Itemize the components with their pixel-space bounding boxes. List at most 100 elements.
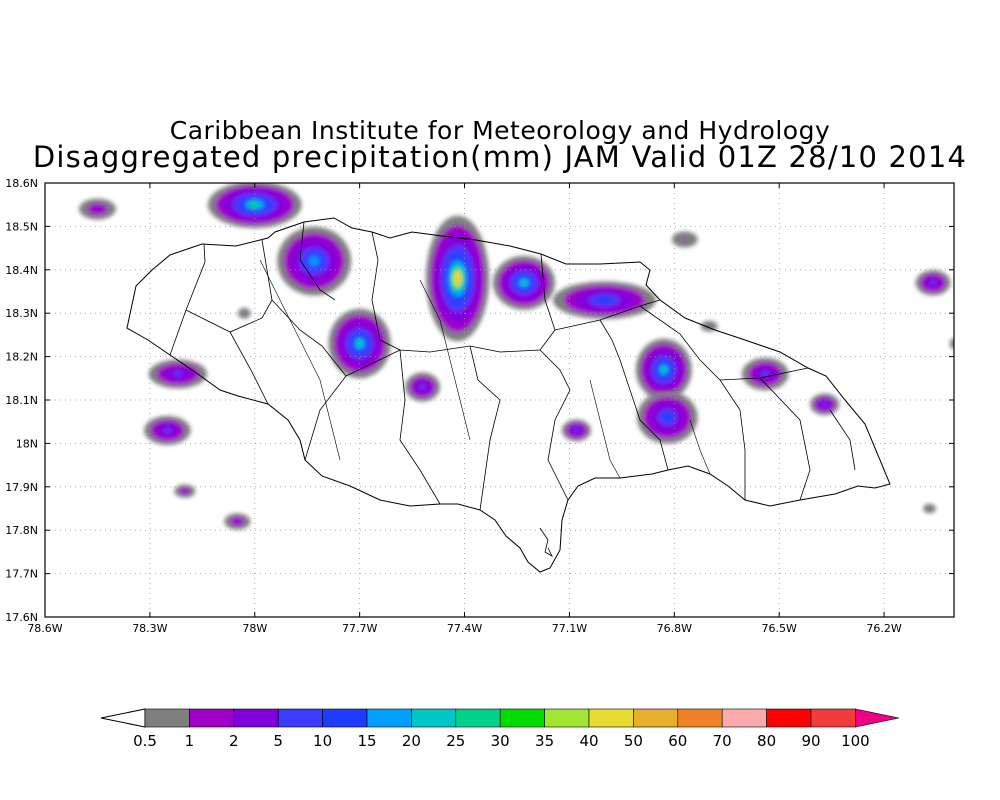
colorbar-label: 70 (713, 732, 732, 750)
colorbar-label: 90 (801, 732, 820, 750)
precip-contour (34, 247, 43, 258)
lat-tick-label: 18.5N (5, 220, 38, 233)
colorbar-swatch (721, 708, 767, 728)
colorbar-swatch (366, 708, 412, 728)
colorbar-label: 2 (229, 732, 239, 750)
colorbar: 0.5 1 2 5 10 15 20 25 30 35 40 50 60 70 80 90 100 (100, 708, 900, 750)
precip-cell (923, 503, 936, 514)
colorbar-swatch (144, 708, 190, 728)
colorbar-label: 15 (357, 732, 376, 750)
colorbar-over-arrow (855, 708, 900, 728)
precip-cell (224, 513, 251, 530)
precip-cell (700, 320, 718, 332)
precip-contour (248, 201, 262, 208)
colorbar-label: 25 (446, 732, 465, 750)
precipitation-field (34, 183, 954, 530)
colorbar-swatch (277, 708, 323, 728)
lat-tick-label: 18.6N (5, 177, 38, 190)
lat-tick-label: 18.1N (5, 394, 38, 407)
precip-cell (635, 338, 692, 401)
precip-cell (492, 255, 556, 310)
precip-cell (174, 484, 196, 498)
precip-contour (309, 256, 320, 266)
colorbar-label: 1 (185, 732, 195, 750)
precip-contour (183, 490, 187, 493)
jamaica-coastline (126, 217, 891, 573)
precip-contour (597, 297, 612, 303)
colorbar-label: 40 (579, 732, 598, 750)
colorbar-swatch (455, 708, 501, 728)
lat-tick-label: 18N (16, 437, 38, 450)
precip-contour (173, 371, 183, 377)
portland-point (539, 527, 553, 558)
precip-contour (663, 413, 672, 422)
precip-contour (682, 237, 688, 241)
colorbar-label: 5 (273, 732, 283, 750)
map-title: Caribbean Institute for Meteorology and … (169, 116, 831, 145)
lon-tick-label: 77.7W (342, 622, 377, 635)
lat-tick-label: 17.7N (5, 568, 38, 581)
colorbar-swatch (233, 708, 279, 728)
precip-contour (94, 207, 101, 211)
colorbar-under-arrow (100, 708, 146, 728)
colorbar-label: 35 (535, 732, 554, 750)
jamaica-outline (126, 217, 891, 573)
longitude-axis: 78.6W 78.3W 78W 77.7W 77.4W 77.1W 76.8W 76.5W 76… (27, 183, 902, 635)
precip-contour (928, 507, 931, 510)
lon-tick-label: 78.6W (27, 622, 62, 635)
precip-cell (34, 247, 43, 258)
colorbar-label: 60 (668, 732, 687, 750)
precip-cell (405, 372, 441, 402)
precip-contour (519, 279, 529, 287)
precip-contour (822, 402, 827, 406)
rivers (259, 259, 711, 479)
colorbar-label: 0.5 (133, 732, 157, 750)
precip-contour (420, 384, 426, 390)
colorbar-swatch (499, 708, 545, 728)
lon-tick-label: 77.1W (552, 622, 587, 635)
latitude-axis: 18.6N 18.5N 18.4N 18.3N 18.2N 18.1N 18N 17.9N 17… (5, 177, 954, 624)
precip-cell (79, 198, 116, 220)
lat-tick-label: 17.8N (5, 524, 38, 537)
colorbar-label: 20 (402, 732, 421, 750)
lat-tick-label: 17.9N (5, 481, 38, 494)
precip-contour (761, 371, 769, 377)
precip-cell (277, 226, 352, 296)
colorbar-swatch (544, 708, 590, 728)
colorbar-swatch (189, 708, 235, 728)
precip-cell (207, 183, 302, 228)
precip-contour (660, 365, 668, 374)
precip-contour (949, 338, 954, 349)
precip-contour (707, 325, 711, 328)
lon-tick-label: 76.2W (866, 622, 901, 635)
lat-tick-label: 18.3N (5, 307, 38, 320)
lon-tick-label: 77.4W (447, 622, 482, 635)
precip-contour (37, 251, 39, 253)
colorbar-swatch (322, 708, 368, 728)
colorbar-swatch (411, 708, 457, 728)
precip-cell (915, 270, 951, 296)
lon-tick-label: 76.5W (762, 622, 797, 635)
precip-cell (672, 231, 698, 248)
colorbar-label: 80 (757, 732, 776, 750)
parish-boundaries (169, 221, 856, 511)
colorbar-swatch (810, 708, 856, 728)
precip-contour (243, 312, 246, 315)
colorbar-swatch (588, 708, 634, 728)
precip-cell (237, 307, 251, 319)
lat-tick-label: 18.2N (5, 351, 38, 364)
colorbar-label: 10 (313, 732, 332, 750)
lat-tick-label: 18.4N (5, 264, 38, 277)
colorbar-label: 100 (841, 732, 870, 750)
precip-cell (561, 419, 591, 442)
precip-contour (164, 428, 171, 433)
lon-tick-label: 78W (242, 622, 267, 635)
precip-cell (637, 391, 698, 444)
colorbar-swatch (766, 708, 812, 728)
colorbar-label: 50 (624, 732, 643, 750)
map-subtitle: Disaggregated precipitation(mm) JAM Vali… (32, 140, 968, 174)
precip-cell (425, 215, 490, 342)
colorbar-swatch (633, 708, 679, 728)
precip-cell (810, 393, 840, 416)
